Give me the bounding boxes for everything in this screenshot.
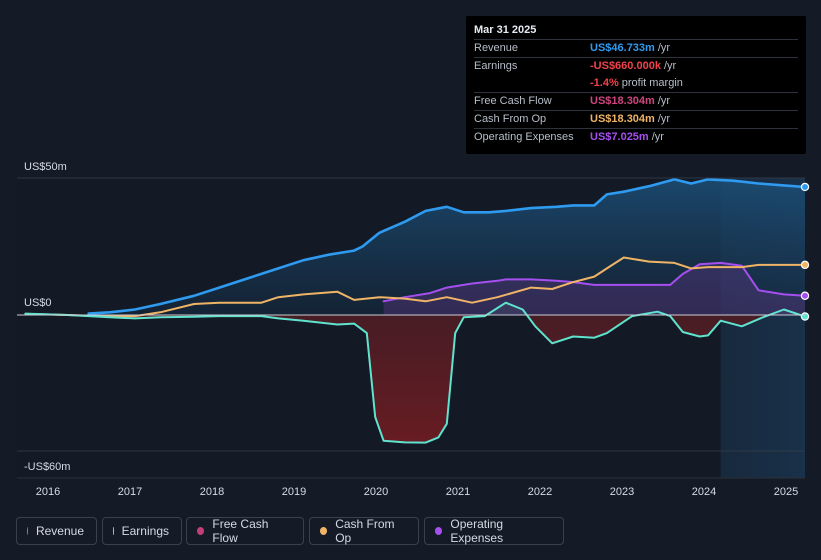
tooltip-row: Free Cash Flow US$18.304m/yr <box>474 92 798 110</box>
x-tick-label: 2021 <box>446 486 470 498</box>
revenue-line-end-marker[interactable] <box>800 182 810 192</box>
legend-item-operating-expenses[interactable]: Operating Expenses <box>424 517 564 545</box>
legend-dot-icon <box>197 527 205 535</box>
legend-item-cash-from-op[interactable]: Cash From Op <box>309 517 419 545</box>
x-tick-label: 2025 <box>774 486 798 498</box>
tooltip-row-label: Earnings <box>474 60 518 72</box>
x-tick-label: 2016 <box>36 486 60 498</box>
earnings-line-end-marker[interactable] <box>800 312 810 321</box>
tooltip-row: Operating Expenses US$7.025m/yr <box>474 128 798 146</box>
tooltip-row: -1.4% profit margin <box>474 75 798 92</box>
x-tick-label: 2019 <box>282 486 306 498</box>
tooltip-row-unit: /yr <box>657 42 671 54</box>
legend-label: Earnings <box>121 524 169 538</box>
tooltip-row-value: US$18.304m <box>590 113 655 125</box>
tooltip-row-label <box>474 75 590 92</box>
tooltip-row-unit: /yr <box>657 95 671 107</box>
earnings-line <box>24 301 806 444</box>
y-tick-label: US$0 <box>24 297 52 309</box>
legend-item-earnings[interactable]: Earnings <box>102 517 182 545</box>
tooltip-row-value: US$18.304m <box>590 95 655 107</box>
tooltip-row: Revenue US$46.733m/yr <box>474 39 798 57</box>
tooltip-date: Mar 31 2025 <box>474 24 537 36</box>
axis-layer: US$50m US$0 -US$60m 2016 2017 2018 2019 2020 202… <box>17 161 805 498</box>
tooltip-row-label: Free Cash Flow <box>474 95 552 107</box>
tooltip-row-unit: /yr <box>657 113 671 125</box>
legend-label: Free Cash Flow <box>212 517 269 545</box>
x-tick-label: 2023 <box>610 486 634 498</box>
x-tick-label: 2022 <box>528 486 552 498</box>
tooltip-row-value: -1.4% <box>590 77 619 89</box>
cash-from-op-line <box>24 256 806 318</box>
x-tick-label: 2017 <box>118 486 142 498</box>
tooltip-row-unit: /yr <box>651 131 664 143</box>
legend-item-free-cash-flow[interactable]: Free Cash Flow <box>186 517 304 545</box>
tooltip-row-label: Revenue <box>474 42 519 54</box>
operating-expenses-line-end-marker[interactable] <box>800 291 810 300</box>
y-tick-label: US$50m <box>24 161 67 173</box>
legend-label: Operating Expenses <box>450 517 504 545</box>
cash-from-op-line-end-marker[interactable] <box>800 260 810 270</box>
legend-label: Revenue <box>35 524 84 538</box>
revenue-area <box>88 179 806 315</box>
tooltip-row-unit: /yr <box>663 60 677 72</box>
legend-dot-icon <box>320 527 328 535</box>
x-tick-label: 2024 <box>692 486 716 498</box>
operating-expenses-area <box>383 262 805 315</box>
legend-dot-icon <box>113 527 114 535</box>
x-tick-label: 2020 <box>364 486 388 498</box>
y-tick-label: -US$60m <box>24 461 70 473</box>
tooltip-row-unit: profit margin <box>621 77 683 89</box>
tooltip-row: Earnings -US$660.000k/yr <box>474 57 798 75</box>
legend-dot-icon <box>27 527 28 535</box>
legend-dot-icon <box>435 527 443 535</box>
revenue-line <box>87 178 807 315</box>
legend-label: Cash From Op <box>335 517 395 545</box>
plot-area <box>17 178 810 478</box>
tooltip-row: Cash From Op US$18.304m/yr <box>474 110 798 128</box>
tooltip-panel: Mar 31 2025 Revenue US$46.733m/yr Earnings… <box>466 16 806 154</box>
tooltip-row-value: US$46.733m <box>590 42 655 54</box>
tooltip-row-label: Cash From Op <box>474 113 547 125</box>
operating-expenses-line <box>382 261 806 303</box>
tooltip-row-value: US$7.025m <box>590 131 649 143</box>
tooltip-row-value: -US$660.000k <box>590 60 661 72</box>
earnings-negative-area <box>25 315 805 443</box>
tooltip-row-label: Operating Expenses <box>474 131 574 143</box>
legend-item-revenue[interactable]: Revenue <box>16 517 97 545</box>
x-tick-label: 2018 <box>200 486 224 498</box>
